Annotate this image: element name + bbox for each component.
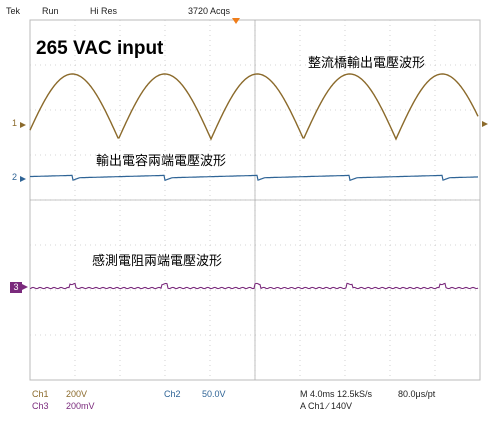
trigger-readout: A Ch1 ∕ 140V <box>300 401 353 411</box>
ch2-arrow-icon <box>20 176 26 182</box>
trigger-level-marker <box>482 121 488 127</box>
input-voltage-title: 265 VAC input <box>36 38 164 59</box>
brand-label: Tek <box>6 6 21 16</box>
acquisition-mode: Hi Res <box>90 6 118 16</box>
ch1-ground-marker[interactable]: 1 <box>12 118 18 128</box>
ch2-ground-marker[interactable]: 2 <box>12 172 18 182</box>
trigger-position-marker <box>232 18 240 24</box>
ch3-annotation: 感測電阻兩端電壓波形 <box>92 254 223 269</box>
ch3-arrow-icon <box>22 284 28 290</box>
acquisition-count: 3720 Acqs <box>188 6 231 16</box>
ch3-ground-marker[interactable]: 3 <box>10 282 22 293</box>
sample-interval-readout: 80.0μs/pt <box>398 389 436 399</box>
ch1-annotation: 整流橋輸出電壓波形 <box>308 56 426 71</box>
ch1-name: Ch1 <box>32 389 49 399</box>
ch2-scale: 50.0V <box>202 389 226 399</box>
ch3-name: Ch3 <box>32 401 49 411</box>
ch2-capacitor-waveform <box>30 174 479 182</box>
run-state: Run <box>42 6 59 16</box>
ch3-scale: 200mV <box>66 401 95 411</box>
ch1-rectified-waveform <box>29 73 479 141</box>
timebase-readout: M 4.0ms 12.5kS/s <box>300 389 373 399</box>
ch2-name: Ch2 <box>164 389 181 399</box>
ch1-scale: 200V <box>66 389 88 399</box>
ch2-annotation: 輸出電容兩端電壓波形 <box>96 154 227 169</box>
ch1-arrow-icon <box>20 122 26 128</box>
ch3-sense-waveform <box>29 282 479 290</box>
